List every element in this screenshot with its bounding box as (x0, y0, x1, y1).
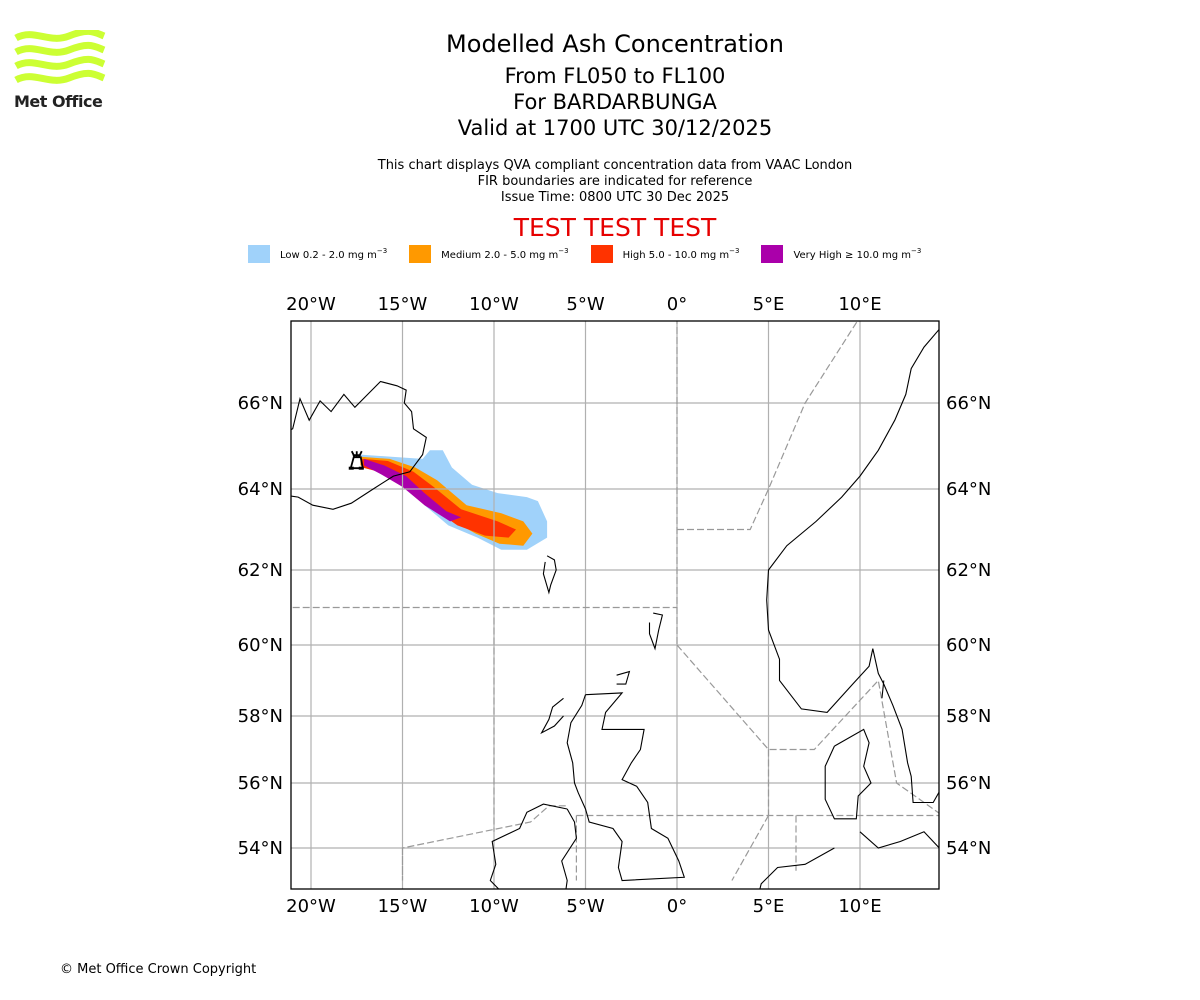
ireland-coast (489, 803, 577, 889)
chart-note: This chart displays QVA compliant concen… (377, 158, 853, 173)
fir-southwest (401, 805, 568, 881)
shetland-coast (648, 612, 664, 651)
legend-swatch-very-high (761, 245, 784, 263)
legend-label-very-high: Very High ≥ 10.0 mg m (793, 250, 912, 261)
legend-swatch-high (590, 245, 613, 263)
lat-tick-label-right: 60°N (946, 635, 991, 656)
level-range: From FL050 to FL100 (504, 64, 726, 88)
legend: Low 0.2 - 2.0 mg m−3 Medium 2.0 - 5.0 mg… (248, 244, 943, 264)
germany-baltic-coast (859, 831, 939, 849)
lon-tick-label-top: 0° (667, 294, 687, 315)
lon-tick-label-top: 10°E (838, 294, 881, 315)
legend-unit-exp: −3 (729, 247, 740, 255)
lon-tick-label-bottom: 20°W (286, 896, 336, 917)
lat-tick-label-left: 64°N (238, 479, 283, 500)
faroe-coast (542, 555, 557, 595)
scotland-coast (566, 692, 686, 882)
legend-label-low: Low 0.2 - 2.0 mg m (280, 250, 377, 261)
lat-tick-label-right: 54°N (946, 838, 991, 859)
lat-tick-label-left: 62°N (238, 560, 283, 581)
iceland-coast (291, 380, 427, 510)
lat-tick-label-right: 62°N (946, 560, 991, 581)
coast-fragment (881, 680, 885, 699)
lat-tick-label-left: 54°N (238, 838, 283, 859)
lat-tick-label-left: 66°N (238, 393, 283, 414)
legend-unit-exp: −3 (376, 247, 388, 255)
legend-swatch-medium (409, 245, 432, 263)
lon-tick-label-bottom: 15°W (378, 896, 428, 917)
test-banner: TEST TEST TEST (513, 213, 717, 242)
lat-tick-label-right: 64°N (946, 479, 991, 500)
ash-concentration-layer (360, 450, 548, 550)
copyright: © Met Office Crown Copyright (60, 962, 257, 977)
hebrides-coast (540, 697, 564, 735)
lon-tick-label-bottom: 5°W (566, 896, 604, 917)
fir-channel (731, 815, 770, 881)
denmark-coast (824, 728, 872, 820)
fir-norway (677, 321, 859, 531)
met-office-logo: Met Office (14, 27, 106, 112)
volcano-marker-layer (348, 450, 364, 470)
lon-tick-label-top: 15°W (378, 294, 428, 315)
met-office-waves-logo-icon (14, 27, 106, 84)
map-frame (290, 320, 940, 890)
lon-tick-label-top: 10°W (469, 294, 519, 315)
volcano-icon (348, 450, 364, 470)
fir-note: FIR boundaries are indicated for referen… (477, 174, 753, 189)
lon-tick-label-bottom: 5°E (753, 896, 785, 917)
legend-item-medium: Medium 2.0 - 5.0 mg m−3 (409, 245, 569, 263)
lat-tick-label-right: 58°N (946, 706, 991, 727)
graticule (291, 321, 939, 889)
legend-item-low: Low 0.2 - 2.0 mg m−3 (248, 245, 387, 263)
logo-text: Met Office (14, 92, 103, 111)
lat-tick-label-left: 60°N (238, 635, 283, 656)
netherlands-coast (759, 847, 835, 889)
legend-label-high: High 5.0 - 10.0 mg m (622, 250, 730, 261)
ash-very-high-region (364, 458, 462, 522)
orkney-coast (616, 670, 631, 685)
lon-tick-label-bottom: 10°W (469, 896, 519, 917)
norway-coast (766, 328, 939, 713)
legend-item-high: High 5.0 - 10.0 mg m−3 (590, 245, 740, 263)
lon-tick-label-top: 5°E (753, 294, 785, 315)
lon-tick-label-top: 20°W (286, 294, 336, 315)
lon-tick-label-top: 5°W (566, 294, 604, 315)
valid-time: Valid at 1700 UTC 30/12/2025 (457, 116, 773, 140)
lat-tick-label-right: 56°N (946, 773, 991, 794)
legend-label-medium: Medium 2.0 - 5.0 mg m (441, 250, 559, 261)
issue-time: Issue Time: 0800 UTC 30 Dec 2025 (500, 190, 730, 205)
legend-item-very-high: Very High ≥ 10.0 mg m−3 (761, 245, 921, 263)
coastlines (291, 328, 939, 889)
chart-title: Modelled Ash Concentration (446, 30, 784, 58)
lon-tick-label-bottom: 10°E (838, 896, 881, 917)
legend-unit-exp: −3 (558, 247, 569, 255)
fir-north-sea (676, 644, 939, 814)
fir-boundaries (292, 321, 939, 881)
lat-tick-label-left: 58°N (238, 706, 283, 727)
volcano-name: For BARDARBUNGA (513, 90, 717, 114)
legend-swatch-low (248, 245, 270, 263)
lat-tick-label-right: 66°N (946, 393, 991, 414)
lon-tick-label-bottom: 0° (667, 896, 687, 917)
lat-tick-label-left: 56°N (238, 773, 283, 794)
sweden-coast (883, 683, 939, 804)
legend-unit-exp: −3 (911, 247, 922, 255)
axis-tick-labels: 20°W 20°W 15°W 15°W 10°W 10°W 5°W 5°W 0° 0° 5°E 5°E… (238, 294, 992, 917)
